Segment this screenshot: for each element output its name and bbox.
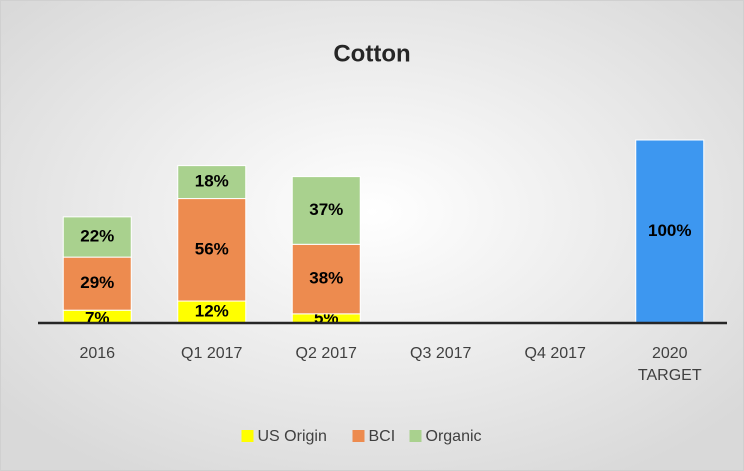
x-tick-label: Q4 2017 — [524, 345, 586, 362]
data-label: 7% — [85, 308, 110, 327]
legend-label: BCI — [369, 428, 396, 445]
chart-title: Cotton — [333, 40, 410, 67]
bar-segment — [291, 176, 361, 245]
bar-segment — [177, 165, 247, 200]
x-tick-label: Q1 2017 — [181, 345, 243, 362]
data-label: 29% — [80, 273, 114, 292]
x-tick-label: 2016 — [79, 345, 116, 362]
data-label: 12% — [195, 302, 229, 321]
legend-swatch — [409, 430, 422, 442]
x-tick-label: Q2 2017 — [295, 345, 357, 362]
x-tick-label: Q3 2017 — [410, 345, 472, 362]
bar-segment — [291, 243, 361, 315]
bar-segment — [62, 216, 132, 258]
legend-label: Organic — [426, 428, 482, 445]
bar-segment — [635, 139, 705, 324]
legend-swatch — [241, 430, 254, 442]
data-label: 18% — [195, 172, 229, 191]
data-label: 100% — [648, 221, 691, 240]
x-tick-label: 2020 TARGET — [637, 345, 702, 384]
data-label: 56% — [195, 239, 229, 258]
legend-swatch — [352, 430, 365, 442]
data-label: 22% — [80, 226, 114, 245]
legend-label: US Origin — [258, 428, 327, 445]
data-label: 38% — [309, 269, 343, 288]
data-label: 37% — [309, 200, 343, 219]
